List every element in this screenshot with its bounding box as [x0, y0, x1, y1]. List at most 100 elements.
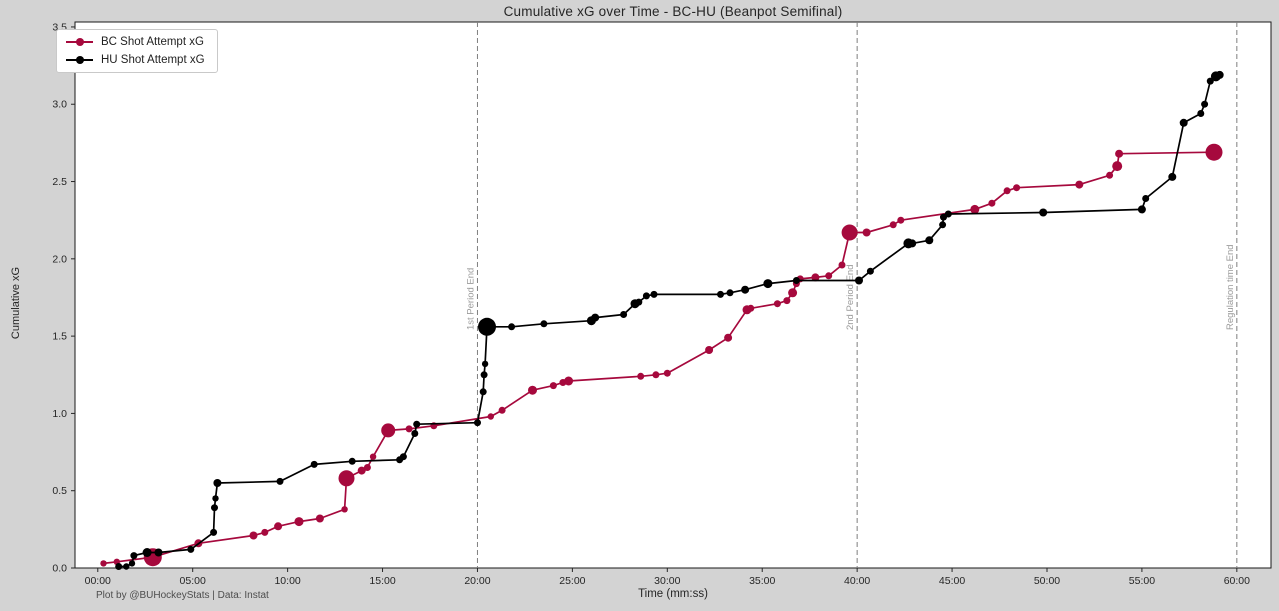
- hu-shot-marker: [1137, 205, 1146, 214]
- hu-shot-marker: [763, 279, 773, 289]
- bc-shot-marker: [363, 464, 371, 471]
- hu-shot-marker: [211, 504, 218, 512]
- y-tick-label: 1.0: [52, 408, 67, 420]
- hu-shot-marker: [1197, 110, 1205, 117]
- period-end-label-1: 1st Period End: [465, 268, 476, 330]
- y-tick-label: 0.0: [52, 563, 67, 575]
- bc-shot-marker: [100, 560, 107, 567]
- x-tick-label: 15:00: [369, 575, 395, 587]
- hu-shot-marker: [481, 360, 489, 368]
- bc-shot-marker: [637, 372, 645, 380]
- hu-shot-marker: [635, 298, 643, 306]
- bc-shot-marker: [1112, 161, 1123, 172]
- x-tick-label: 60:00: [1224, 575, 1250, 587]
- hu-shot-marker: [474, 419, 481, 427]
- x-tick-label: 10:00: [274, 575, 300, 587]
- hu-shot-marker: [399, 453, 407, 461]
- hu-shot-marker: [115, 563, 123, 570]
- x-tick-label: 45:00: [939, 575, 965, 587]
- hu-shot-marker: [210, 528, 218, 536]
- hu-shot-marker: [1201, 100, 1209, 108]
- hu-shot-marker: [944, 210, 952, 218]
- hu-shot-marker: [866, 267, 874, 275]
- bc-shot-marker: [564, 376, 574, 386]
- x-tick-label: 25:00: [559, 575, 585, 587]
- bc-shot-marker: [988, 199, 996, 207]
- legend: BC Shot Attempt xG HU Shot Attempt xG: [56, 29, 218, 73]
- hu-shot-marker: [1039, 208, 1048, 217]
- bc-shot-marker: [498, 406, 506, 414]
- hu-shot-marker: [792, 277, 800, 284]
- y-tick-label: 3.0: [52, 99, 67, 111]
- bc-shot-marker: [841, 224, 858, 241]
- x-tick-label: 50:00: [1034, 575, 1060, 587]
- hu-shot-marker: [939, 221, 947, 229]
- hu-shot-marker: [130, 552, 138, 560]
- hu-shot-marker: [508, 323, 516, 331]
- x-tick-label: 20:00: [464, 575, 490, 587]
- bc-shot-marker: [889, 221, 897, 229]
- chart-title: Cumulative xG over Time - BC-HU (Beanpot…: [503, 4, 843, 19]
- hu-shot-marker: [276, 477, 284, 485]
- bc-shot-marker: [897, 216, 905, 224]
- bc-shot-marker: [1013, 184, 1021, 192]
- bc-shot-marker: [369, 453, 377, 460]
- hu-shot-marker: [925, 236, 934, 245]
- hu-shot-marker: [310, 460, 318, 468]
- bc-shot-marker: [747, 304, 755, 312]
- x-tick-label: 40:00: [844, 575, 870, 587]
- bc-shot-marker: [315, 514, 324, 523]
- bc-shot-marker: [294, 517, 304, 527]
- hu-shot-marker: [128, 560, 136, 567]
- bc-shot-marker: [1075, 180, 1084, 189]
- bc-shot-marker: [970, 204, 980, 214]
- bc-shot-marker: [705, 346, 714, 354]
- hu-shot-marker: [1179, 118, 1188, 127]
- y-tick-label: 3.5: [52, 21, 67, 33]
- bc-shot-marker: [1003, 187, 1011, 195]
- hu-shot-marker: [1215, 70, 1224, 79]
- bc-line-swatch: [66, 37, 93, 47]
- hu-shot-marker: [620, 311, 628, 318]
- hu-shot-marker: [348, 457, 356, 465]
- bc-shot-marker: [788, 288, 798, 298]
- bc-shot-marker: [1115, 149, 1124, 158]
- hu-shot-marker: [1168, 172, 1177, 181]
- hu-marker-sample: [75, 56, 84, 64]
- hu-shot-marker: [591, 313, 600, 322]
- bc-shot-marker: [825, 272, 833, 280]
- hu-shot-marker: [1142, 195, 1150, 202]
- hu-shot-marker: [413, 420, 421, 428]
- hu-shot-marker: [908, 239, 917, 248]
- hu-shot-marker: [142, 548, 152, 557]
- hu-shot-marker: [411, 430, 419, 437]
- bc-shot-marker: [405, 425, 413, 433]
- bc-shot-marker: [811, 273, 820, 282]
- y-tick-label: 2.0: [52, 253, 67, 265]
- x-tick-label: 05:00: [180, 575, 206, 587]
- hu-shot-marker: [187, 545, 195, 553]
- hu-shot-marker: [479, 388, 487, 396]
- bc-shot-marker: [261, 528, 269, 536]
- legend-label-bc: BC Shot Attempt xG: [101, 36, 204, 48]
- period-end-label-3: Regulation time End: [1225, 244, 1236, 330]
- bc-shot-marker: [724, 333, 733, 342]
- legend-item-hu: HU Shot Attempt xG: [66, 54, 205, 66]
- x-tick-label: 00:00: [85, 575, 111, 587]
- x-axis-label: Time (mm:ss): [638, 588, 708, 600]
- bc-shot-marker: [652, 371, 660, 379]
- bc-shot-marker: [783, 297, 791, 305]
- bc-shot-marker: [862, 228, 871, 237]
- period-end-label-2: 2nd Period End: [845, 265, 856, 331]
- hu-shot-marker: [642, 292, 650, 300]
- bc-marker-sample: [75, 38, 84, 46]
- hu-shot-marker: [650, 290, 658, 298]
- bc-shot-marker: [249, 531, 258, 540]
- bc-shot-marker: [549, 382, 557, 390]
- y-tick-label: 0.5: [52, 485, 67, 497]
- legend-item-bc: BC Shot Attempt xG: [66, 36, 205, 48]
- bc-shot-marker: [1106, 171, 1114, 179]
- hu-shot-marker: [726, 289, 734, 297]
- hu-line-swatch: [66, 55, 93, 65]
